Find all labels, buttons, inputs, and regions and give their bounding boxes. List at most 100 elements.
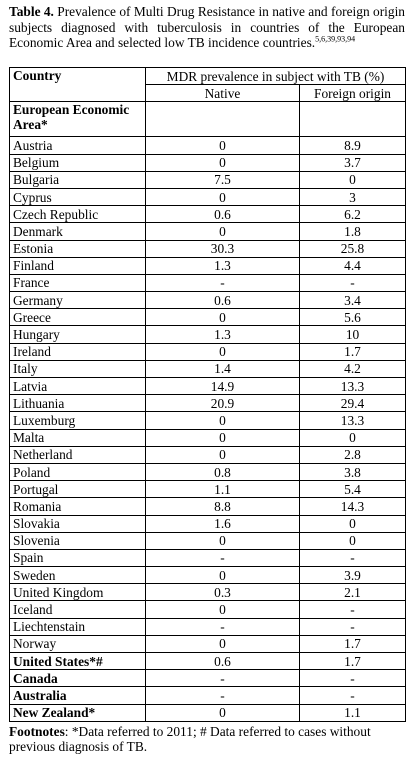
country-cell: Sweden bbox=[9, 566, 146, 585]
table-row: Sweden 0 3.9 bbox=[9, 566, 407, 585]
table-row: Germany 0.6 3.4 bbox=[9, 291, 407, 310]
native-cell: 1.6 bbox=[145, 514, 300, 533]
foreign-cell: 2.1 bbox=[298, 583, 407, 602]
foreign-cell: 3.8 bbox=[298, 462, 407, 482]
country-cell: Iceland bbox=[9, 600, 146, 619]
section-empty-foreign bbox=[298, 101, 407, 138]
native-cell: 0 bbox=[145, 153, 300, 172]
col-header-foreign: Foreign origin bbox=[298, 84, 407, 103]
native-cell: 1.1 bbox=[145, 480, 300, 499]
foreign-cell: 1.1 bbox=[298, 703, 407, 722]
native-cell: - bbox=[145, 273, 300, 293]
country-cell: New Zealand* bbox=[9, 703, 146, 722]
table-row: Iceland 0- bbox=[9, 600, 407, 619]
foreign-cell: 2.8 bbox=[298, 445, 407, 464]
table-row: Romania 8.8 14.3 bbox=[9, 497, 407, 516]
foreign-cell: 3.9 bbox=[298, 566, 407, 585]
foreign-cell: 0 bbox=[298, 170, 407, 189]
foreign-cell: 1.7 bbox=[298, 651, 407, 671]
country-cell: Portugal bbox=[9, 480, 146, 499]
foreign-cell: 3.4 bbox=[298, 291, 407, 310]
country-cell: France bbox=[9, 273, 146, 293]
country-cell: Bulgaria bbox=[9, 170, 146, 189]
native-cell: 0 bbox=[145, 531, 300, 550]
country-cell: Norway bbox=[9, 634, 146, 654]
foreign-cell: 1.7 bbox=[298, 342, 407, 361]
native-cell: 0.6 bbox=[145, 651, 300, 671]
country-cell: Romania bbox=[9, 497, 146, 516]
country-cell: Liechtenstain bbox=[9, 617, 146, 636]
country-cell: Netherland bbox=[9, 445, 146, 464]
table-row: Slovakia 1.6 0 bbox=[9, 514, 407, 533]
country-cell: Canada bbox=[9, 669, 146, 688]
caption-refs: 5,6,39,93,94 bbox=[315, 34, 356, 44]
native-cell: 30.3 bbox=[145, 239, 300, 258]
table-row: Liechtenstain - - bbox=[9, 617, 407, 636]
foreign-cell: 4.4 bbox=[298, 256, 407, 275]
table-row: Finland 1.3 4.4 bbox=[9, 256, 407, 275]
foreign-cell: 8.9 bbox=[298, 136, 407, 155]
foreign-cell: 13.3 bbox=[298, 411, 407, 430]
table-row: Australia - - bbox=[9, 686, 407, 705]
country-cell: Denmark bbox=[9, 222, 146, 241]
table-caption: Table 4. Prevalence of Multi Drug Resist… bbox=[9, 4, 405, 66]
native-cell: 0 bbox=[145, 411, 300, 430]
footnotes-text: : *Data referred to 2011; # Data referre… bbox=[9, 723, 371, 755]
foreign-cell: - bbox=[298, 669, 407, 688]
native-cell: 0 bbox=[145, 428, 300, 447]
country-cell: Slovakia bbox=[9, 514, 146, 533]
native-cell: 20.9 bbox=[145, 394, 300, 413]
mdr-table: Country MDR prevalence in subject with T… bbox=[9, 66, 407, 722]
foreign-cell: 25.8 bbox=[298, 239, 407, 258]
table-row: Malta 0 0 bbox=[9, 428, 407, 447]
country-cell: Czech Republic bbox=[9, 205, 146, 224]
country-cell: Belgium bbox=[9, 153, 146, 172]
table-row: Hungary 1.3 10 bbox=[9, 325, 407, 344]
country-cell: Slovenia bbox=[9, 531, 146, 550]
native-cell: 0 bbox=[145, 187, 300, 207]
native-cell: 0 bbox=[145, 634, 300, 654]
native-cell: 0 bbox=[145, 566, 300, 585]
country-cell: United States*# bbox=[9, 651, 146, 671]
native-cell: - bbox=[145, 548, 300, 568]
native-cell: 0.8 bbox=[145, 462, 300, 482]
native-cell: - bbox=[145, 686, 300, 705]
foreign-cell: - bbox=[298, 548, 407, 568]
native-cell: 0 bbox=[145, 308, 300, 327]
caption-text: Prevalence of Multi Drug Resistance in n… bbox=[9, 4, 405, 51]
foreign-cell: 4.2 bbox=[298, 359, 407, 379]
foreign-cell: 29.4 bbox=[298, 394, 407, 413]
country-cell: United Kingdom bbox=[9, 583, 146, 602]
country-cell: Malta bbox=[9, 428, 146, 447]
foreign-cell: - bbox=[298, 600, 407, 619]
foreign-cell: 10 bbox=[298, 325, 407, 344]
table-row: Austria 0 8.9 bbox=[9, 136, 407, 155]
country-cell: Estonia bbox=[9, 239, 146, 258]
col-header-country: Country bbox=[9, 66, 146, 103]
table-row: Canada - - bbox=[9, 669, 407, 688]
col-header-group: MDR prevalence in subject with TB (%) bbox=[144, 66, 407, 86]
foreign-cell: 14.3 bbox=[298, 497, 407, 516]
foreign-cell: - bbox=[298, 686, 407, 705]
table-row: Ireland 0 1.7 bbox=[9, 342, 407, 361]
native-cell: - bbox=[145, 617, 300, 636]
table-row: United Kingdom 0.3 2.1 bbox=[9, 583, 407, 602]
table-row: Lithuania 20.9 29.4 bbox=[9, 394, 407, 413]
country-cell: Lithuania bbox=[9, 394, 146, 413]
foreign-cell: 1.7 bbox=[298, 634, 407, 654]
table-row: Greece 0 5.6 bbox=[9, 308, 407, 327]
foreign-cell: 5.4 bbox=[298, 480, 407, 499]
country-cell: Luxemburg bbox=[9, 411, 146, 430]
native-cell: 0.6 bbox=[145, 291, 300, 310]
table-row: New Zealand* 0 1.1 bbox=[9, 703, 407, 722]
table-row: Czech Republic 0.6 6.2 bbox=[9, 205, 407, 224]
country-cell: Austria bbox=[9, 136, 146, 155]
table-row: Belgium 0 3.7 bbox=[9, 153, 407, 172]
native-cell: - bbox=[145, 669, 300, 688]
table-row: Slovenia 0 0 bbox=[9, 531, 407, 550]
native-cell: 0.6 bbox=[145, 205, 300, 224]
table-row: Spain - - bbox=[9, 548, 407, 568]
foreign-cell: - bbox=[298, 273, 407, 293]
native-cell: 1.4 bbox=[145, 359, 300, 379]
native-cell: 8.8 bbox=[145, 497, 300, 516]
